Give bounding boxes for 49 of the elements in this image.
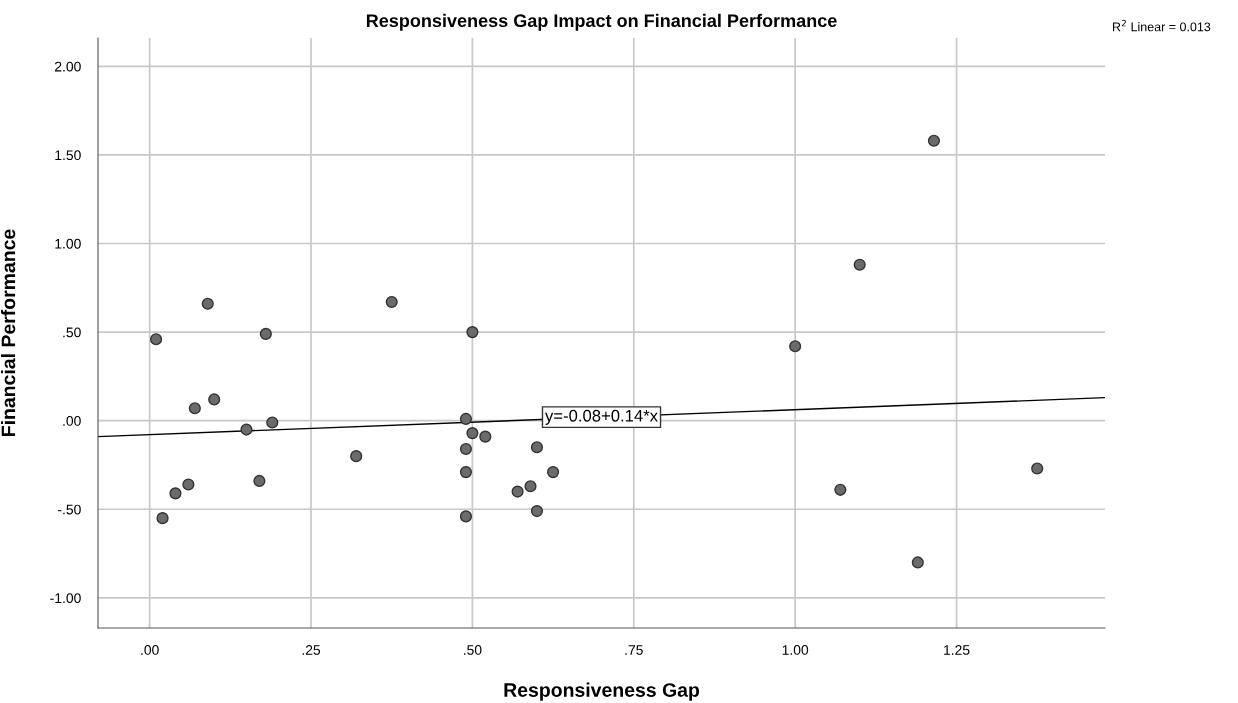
- x-axis-title: Responsiveness Gap: [504, 682, 700, 701]
- point: [459, 442, 473, 456]
- annotation: y=-0.08+0.14*x: [545, 409, 658, 425]
- y-tick-label: .00: [63, 416, 81, 426]
- y-tick-label: 1.50: [55, 150, 81, 161]
- point: [253, 474, 266, 488]
- point: [524, 480, 537, 493]
- point: [853, 258, 866, 271]
- point: [350, 450, 363, 463]
- y-tick-label: 2.00: [55, 61, 81, 72]
- y-tick-label: .50: [63, 327, 81, 338]
- point: [240, 423, 253, 436]
- point: [459, 412, 473, 426]
- x-tick-label: 1.25: [944, 645, 970, 655]
- point: [259, 327, 272, 340]
- chart-title: Responsiveness Gap Impact on Financial Performance: [366, 13, 837, 31]
- x-tick-label: .25: [302, 645, 321, 655]
- point: [530, 504, 544, 518]
- point: [927, 134, 941, 147]
- y-tick-label: 1.00: [55, 238, 81, 249]
- point: [511, 485, 524, 498]
- x-tick-label: 1.00: [782, 645, 809, 655]
- point: [530, 441, 544, 454]
- point: [188, 402, 201, 415]
- x-tick-label: .50: [464, 645, 482, 655]
- point: [459, 510, 473, 523]
- point: [466, 427, 479, 440]
- point: [150, 333, 163, 346]
- point: [266, 416, 279, 429]
- point: [466, 326, 479, 339]
- point: [911, 556, 924, 569]
- point: [1031, 462, 1044, 475]
- text: R$^{2}$ Linear = 0.013: [1113, 19, 1211, 32]
- point: [156, 512, 169, 525]
- point: [385, 295, 398, 309]
- y-axis-title: Financial Performance: [1, 229, 16, 436]
- point: [459, 466, 473, 479]
- point: [479, 430, 492, 443]
- y-tick-label: -1.00: [50, 593, 81, 604]
- point: [182, 478, 195, 491]
- point: [547, 466, 560, 479]
- point: [208, 393, 221, 406]
- point: [834, 483, 847, 496]
- y-tick-label: -.50: [58, 504, 81, 515]
- point: [201, 297, 214, 310]
- point: [789, 340, 802, 353]
- point: [169, 487, 182, 500]
- x-tick-label: .75: [625, 645, 643, 655]
- x-tick-label: .00: [141, 645, 159, 655]
